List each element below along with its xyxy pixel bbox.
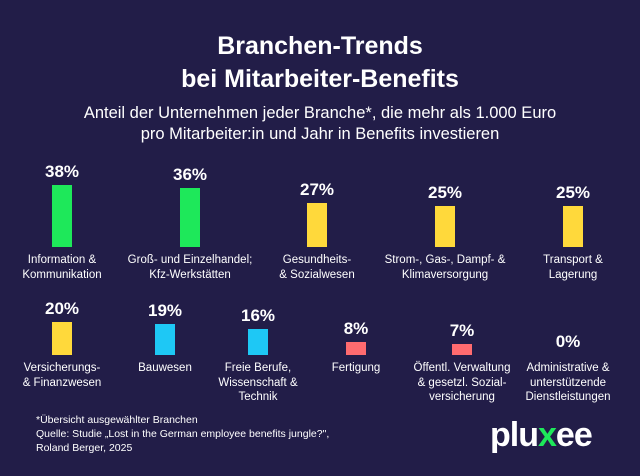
logo-text: ee xyxy=(555,416,593,454)
logo-text: plu xyxy=(490,416,539,454)
bar xyxy=(248,328,268,355)
bar xyxy=(346,341,366,355)
value-label: 38% xyxy=(44,162,80,182)
category-label: Strom-, Gas-, Dampf- & Klimaversorgung xyxy=(384,254,506,281)
bar xyxy=(307,202,327,247)
category-label: Öffentl. Verwaltung & gesetzl. Sozial- v… xyxy=(413,362,511,403)
value-label: 36% xyxy=(172,165,208,185)
category-label: Groß- und Einzelhandel; Kfz-Werkstätten xyxy=(127,254,253,281)
value-label: 27% xyxy=(299,179,335,199)
bar xyxy=(52,322,72,355)
category-label: Versicherungs- & Finanzwesen xyxy=(22,362,102,389)
category-label: Bauwesen xyxy=(138,362,192,374)
bar xyxy=(52,185,72,247)
value-label: 7% xyxy=(449,320,475,340)
category-label: Freie Berufe, Wissenschaft & Technik xyxy=(218,362,298,403)
category-label: Gesundheits- & Sozialwesen xyxy=(279,254,355,281)
value-label: 0% xyxy=(555,332,581,351)
logo-x: x xyxy=(537,416,557,454)
category-label: Administrative & unterstützende Dienstle… xyxy=(525,362,611,403)
chart-title: Branchen-Trends bei Mitarbeiter-Benefits xyxy=(181,32,459,93)
category-label: Fertigung xyxy=(331,362,381,374)
value-label: 19% xyxy=(147,301,183,321)
bar xyxy=(155,324,175,355)
value-label: 25% xyxy=(555,183,591,203)
bar xyxy=(180,188,200,247)
chart-subtitle: Anteil der Unternehmen jeder Branche*, d… xyxy=(83,104,557,143)
bar xyxy=(435,206,455,247)
bar xyxy=(563,206,583,247)
bar xyxy=(452,343,472,355)
pluxee-logo: pluxee xyxy=(490,416,593,455)
value-label: 25% xyxy=(427,183,463,203)
value-label: 8% xyxy=(343,318,369,338)
footnote-source: *Übersicht ausgewählter Branchen Quelle:… xyxy=(36,414,330,454)
value-label: 20% xyxy=(44,299,80,319)
category-label: Transport & Lagerung xyxy=(543,254,603,281)
value-label: 16% xyxy=(240,305,276,325)
category-label: Information & Kommunikation xyxy=(22,254,102,281)
